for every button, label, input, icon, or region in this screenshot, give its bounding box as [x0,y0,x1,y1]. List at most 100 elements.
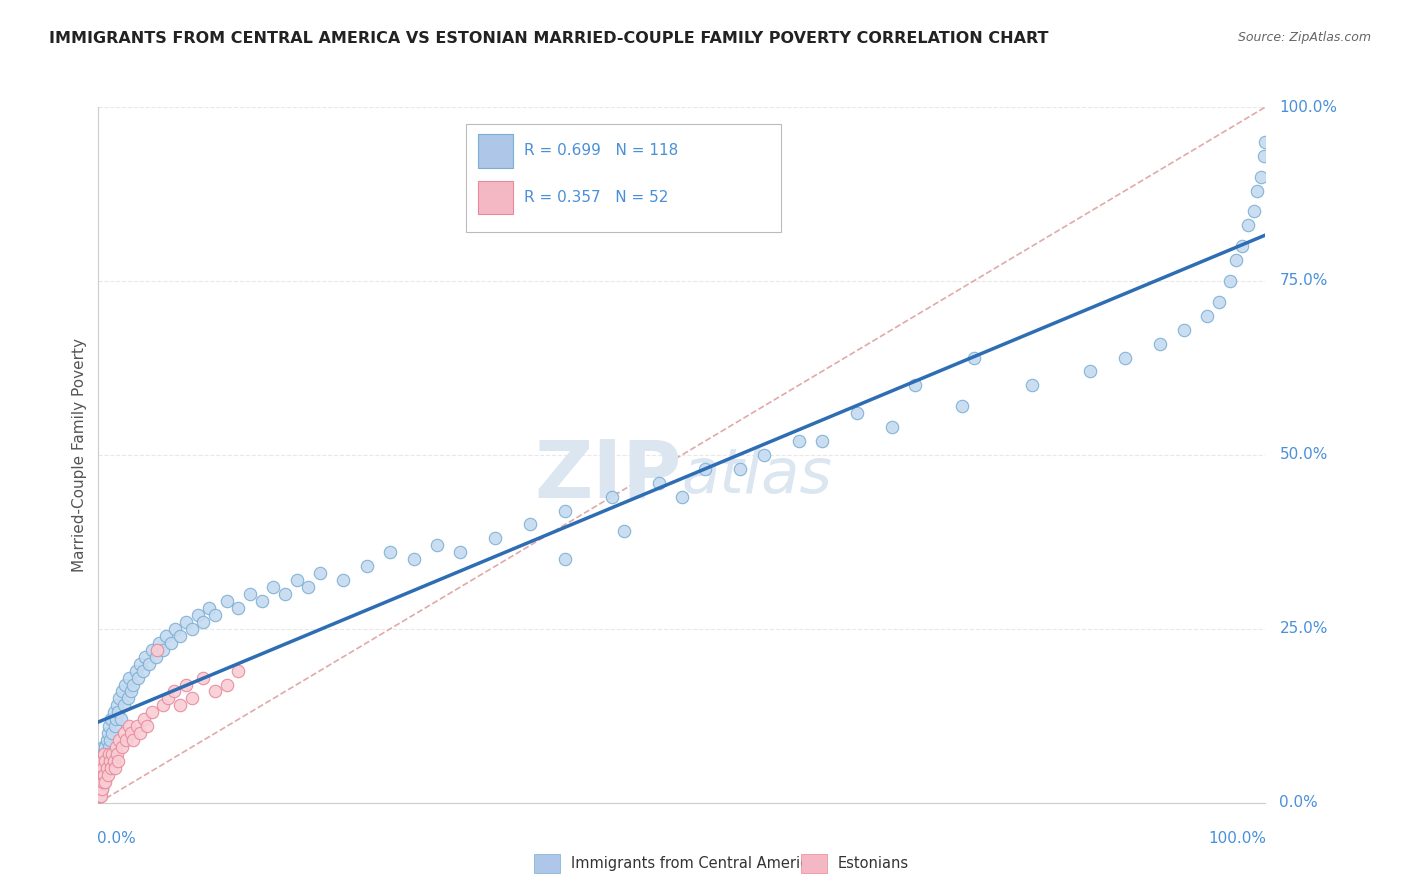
Point [90,768,112,782]
Point [96,761,118,775]
Point [228,601,250,615]
Point [91,740,114,755]
Point [89,778,111,793]
Point [554,503,576,517]
Point [730,462,752,476]
Point [90,781,112,796]
Point [380,545,402,559]
Point [152,698,174,713]
Point [94,740,117,755]
Point [111,684,134,698]
Point [1149,336,1171,351]
Point [89,768,111,782]
Point [695,462,717,476]
Point [1243,204,1265,219]
Point [1195,309,1218,323]
Point [93,747,115,761]
Point [90,775,112,789]
Point [96,733,118,747]
Point [87,781,110,796]
Point [132,664,155,678]
Point [356,559,378,574]
Point [112,698,135,713]
Point [752,448,775,462]
Point [103,754,125,768]
Point [97,726,120,740]
Point [193,671,215,685]
Point [89,768,111,782]
Point [96,754,118,768]
Point [89,789,111,803]
Point [89,775,111,789]
Point [89,785,111,799]
Point [100,761,122,775]
Point [811,434,834,448]
Point [91,761,114,775]
Text: 100.0%: 100.0% [1209,830,1267,846]
Point [97,747,120,761]
Point [107,754,129,768]
Point [101,747,124,761]
Point [613,524,636,539]
Point [90,747,112,761]
Point [165,622,187,636]
Point [215,677,238,691]
Bar [478,134,513,168]
Point [141,706,163,720]
Point [449,545,471,559]
Point [262,580,284,594]
Point [1208,294,1230,309]
Point [1250,169,1272,184]
Point [962,351,984,365]
Point [97,719,120,733]
Point [120,726,142,740]
Point [228,664,250,678]
Point [97,740,120,755]
Point [198,601,221,615]
Point [114,677,136,691]
Point [136,719,159,733]
Point [1114,351,1136,365]
Point [193,615,215,629]
Point [90,775,112,789]
Point [93,747,115,761]
Point [846,406,869,420]
Point [103,706,125,720]
Point [519,517,541,532]
Text: IMMIGRANTS FROM CENTRAL AMERICA VS ESTONIAN MARRIED-COUPLE FAMILY POVERTY CORREL: IMMIGRANTS FROM CENTRAL AMERICA VS ESTON… [49,31,1049,46]
Point [157,691,180,706]
Point [111,740,134,755]
Point [91,775,114,789]
Point [100,712,122,726]
Point [145,649,167,664]
Point [204,684,226,698]
Point [647,475,669,490]
Point [97,747,120,761]
Point [93,768,115,782]
Point [484,532,506,546]
Text: Source: ZipAtlas.com: Source: ZipAtlas.com [1237,31,1371,45]
Point [129,657,152,671]
Point [104,712,127,726]
Point [110,712,132,726]
Point [89,761,111,775]
Text: 75.0%: 75.0% [1279,274,1327,288]
Point [1225,253,1247,268]
Point [93,775,115,789]
Point [1173,323,1195,337]
Point [104,761,127,775]
Point [98,754,121,768]
Point [108,691,131,706]
Point [1246,184,1268,198]
Bar [478,181,513,214]
Point [87,789,110,803]
Point [1237,219,1260,233]
Text: R = 0.357   N = 52: R = 0.357 N = 52 [524,190,669,205]
Point [89,775,111,789]
Point [155,629,177,643]
Point [105,747,128,761]
Point [122,677,145,691]
Point [125,719,148,733]
Point [239,587,262,601]
Text: Immigrants from Central America: Immigrants from Central America [571,856,817,871]
